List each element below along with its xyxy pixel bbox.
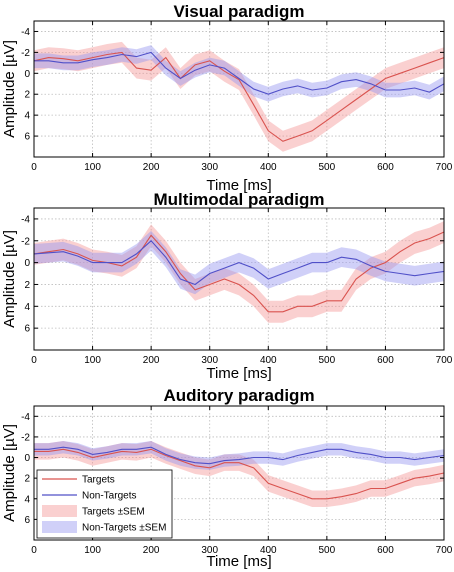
x-tick-label: 100 (84, 545, 101, 556)
y-tick-label: -4 (21, 214, 30, 225)
x-tick-label: 400 (260, 355, 277, 366)
y-tick-label: 4 (24, 111, 30, 122)
legend-label-3: Non-Targets ±SEM (82, 523, 166, 534)
sem-band-non-targets (34, 441, 444, 470)
x-tick-label: 700 (436, 545, 453, 556)
sem-band-targets (34, 41, 444, 152)
y-tick-label: -4 (21, 27, 30, 38)
y-tick-label: 4 (24, 494, 30, 505)
x-tick-label: 700 (436, 355, 453, 366)
chart-title: Auditory paradigm (163, 386, 314, 405)
legend-swatch-3 (42, 521, 77, 533)
y-tick-label: -4 (21, 412, 30, 423)
x-axis-label: Time [ms] (206, 177, 271, 194)
x-tick-label: 600 (377, 162, 394, 173)
axes-box (33, 405, 445, 541)
y-tick-label: 0 (24, 258, 30, 269)
chart-title: Multimodal paradigm (154, 190, 325, 209)
y-tick-label: -2 (21, 236, 30, 247)
legend-label-0: Targets (82, 475, 115, 486)
chart-title: Visual paradigm (173, 2, 304, 21)
y-tick-label: 0 (24, 69, 30, 80)
series-line-non-targets (34, 446, 445, 465)
x-tick-label: 500 (319, 545, 336, 556)
series-line-non-targets (34, 51, 445, 95)
x-axis-label: Time [ms] (206, 365, 271, 382)
y-axis-label: Amplitude [µV] (1, 230, 18, 328)
x-tick-label: 500 (319, 355, 336, 366)
y-tick-label: 2 (24, 280, 30, 291)
legend: Targets Non-Targets Targets ±SEM Non-Target… (36, 469, 173, 539)
chart-panel-2: 0 100 200 300 400 500 600 700 -4 -2 0 2 4 6 Auditory p… (1, 386, 453, 570)
legend-label-2: Targets ±SEM (82, 507, 145, 518)
x-tick-label: 600 (377, 355, 394, 366)
y-tick-label: 2 (24, 90, 30, 101)
y-tick-label: -2 (21, 48, 30, 59)
x-tick-label: 0 (31, 545, 37, 556)
y-axis-label: Amplitude [µV] (1, 424, 18, 522)
x-tick-label: 200 (143, 162, 160, 173)
series-line-targets (34, 448, 445, 500)
y-tick-label: 0 (24, 453, 30, 464)
x-tick-label: 400 (260, 162, 277, 173)
y-tick-label: -2 (21, 432, 30, 443)
axes-box (33, 20, 445, 158)
series-line-targets (33, 231, 445, 313)
plot-area (34, 208, 444, 350)
axes-box (33, 207, 445, 351)
x-tick-label: 300 (201, 162, 218, 173)
series-line-non-targets (33, 240, 445, 286)
y-tick-label: 6 (24, 324, 30, 335)
x-tick-label: 200 (143, 355, 160, 366)
y-tick-label: 6 (24, 132, 30, 143)
chart-panel-0: 0 100 200 300 400 500 600 700 -4 -2 0 2 4 6 Visual par… (1, 2, 453, 194)
sem-band-targets (34, 441, 444, 507)
x-tick-label: 500 (319, 162, 336, 173)
chart-panel-1: 0 100 200 300 400 500 600 700 -4 -2 0 2 4 6 Multimodal… (1, 190, 453, 382)
x-axis-label: Time [ms] (206, 553, 271, 570)
x-tick-label: 100 (84, 162, 101, 173)
y-tick-label: 4 (24, 302, 30, 313)
legend-label-1: Non-Targets (82, 491, 136, 502)
x-tick-label: 300 (201, 545, 218, 556)
legend-swatch-2 (42, 505, 77, 517)
x-tick-label: 300 (201, 355, 218, 366)
y-axis-label: Amplitude [µV] (1, 40, 18, 138)
x-tick-label: 700 (436, 162, 453, 173)
sem-band-targets (34, 221, 444, 323)
legend-box (36, 469, 173, 539)
x-tick-label: 0 (31, 162, 37, 173)
plot-area (34, 21, 444, 157)
x-tick-label: 600 (377, 545, 394, 556)
x-tick-label: 0 (31, 355, 37, 366)
x-tick-label: 100 (84, 355, 101, 366)
x-tick-label: 200 (143, 545, 160, 556)
y-tick-label: 2 (24, 474, 30, 485)
y-tick-label: 6 (24, 515, 30, 526)
sem-band-non-targets (34, 45, 444, 102)
x-tick-label: 400 (260, 545, 277, 556)
